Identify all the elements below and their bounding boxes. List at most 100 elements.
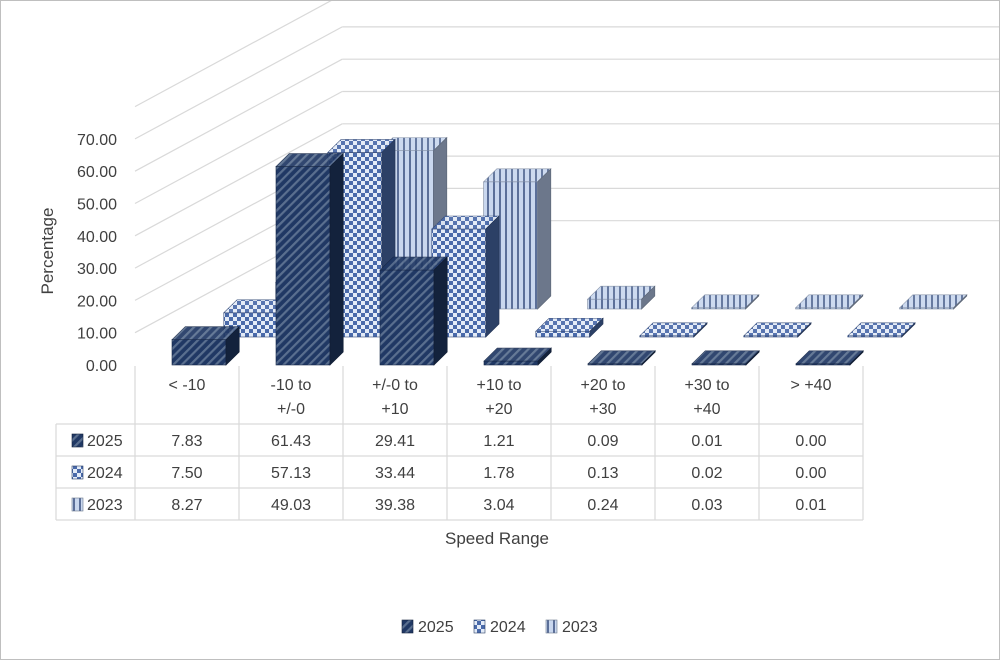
table-cell: 1.78	[483, 465, 514, 482]
bar-2024-3	[535, 317, 604, 338]
category-label: +/-0	[277, 401, 305, 418]
legend-key-2025	[401, 619, 414, 634]
y-tick-label: 20.00	[77, 293, 117, 310]
legend: 2025 2024 2023	[401, 619, 598, 636]
bar-2024-4	[639, 322, 708, 338]
series-key-2025	[71, 433, 84, 448]
bar-side	[537, 347, 552, 366]
table-cell: 0.24	[587, 497, 618, 514]
table-cell: 0.02	[691, 465, 722, 482]
series-name: 2023	[87, 497, 123, 514]
table-cell: 0.09	[587, 433, 618, 450]
bar-front	[379, 269, 435, 366]
category-label: +10 to	[477, 377, 522, 394]
bar-side	[693, 322, 708, 338]
y-axis: 0.00 10.00 20.00 30.00 40.00 50.00 60.00 70.00	[77, 132, 117, 375]
y-axis-title: Percentage	[38, 208, 57, 295]
category-label: +20	[485, 401, 512, 418]
bar-front	[275, 166, 331, 366]
bar-side	[329, 152, 344, 366]
table-cell: 49.03	[271, 497, 311, 514]
category-label: +30 to	[685, 377, 730, 394]
bar-side	[641, 350, 656, 366]
legend-key-2023	[545, 619, 558, 634]
side-gridline	[134, 90, 343, 205]
bar-front	[483, 360, 539, 366]
bar-side	[797, 322, 812, 338]
table-cell: 0.13	[587, 465, 618, 482]
category-label: < -10	[169, 377, 206, 394]
table-cell: 0.03	[691, 497, 722, 514]
table-cell: 33.44	[375, 465, 415, 482]
bar-2025-3	[483, 347, 552, 366]
category-label: +40	[693, 401, 720, 418]
bar-side	[485, 215, 500, 338]
y-tick-label: 10.00	[77, 326, 117, 343]
table-cell: 3.04	[483, 497, 514, 514]
category-label: +30	[589, 401, 616, 418]
bar-front	[587, 298, 642, 310]
table-cell: 1.21	[483, 433, 514, 450]
bar-2025-1	[275, 152, 344, 366]
bar-side	[745, 294, 760, 310]
table-cell: 0.01	[691, 433, 722, 450]
bar-series	[171, 136, 968, 366]
bar-side	[745, 350, 760, 366]
bar-front	[171, 339, 227, 366]
table-cell: 0.00	[795, 433, 826, 450]
y-tick-label: 40.00	[77, 229, 117, 246]
table-cell: 7.50	[171, 465, 202, 482]
bar-side	[849, 350, 864, 366]
bar-2025-5	[691, 350, 760, 366]
bar-side	[537, 168, 552, 310]
category-label: > +40	[791, 377, 832, 394]
data-table: < -10 -10 to +/-0 +/-0 to +10 +10 to +20 +20 to…	[55, 366, 864, 521]
category-label: -10 to	[271, 377, 312, 394]
series-name: 2024	[87, 465, 123, 482]
y-tick-label: 60.00	[77, 164, 117, 181]
legend-label-2023: 2023	[562, 619, 598, 636]
category-label: +20 to	[581, 377, 626, 394]
series-key-2024	[71, 465, 84, 480]
bar-2023-4	[690, 294, 760, 310]
bar-side	[433, 256, 448, 366]
bar-2024-5	[743, 322, 812, 338]
y-tick-label: 0.00	[86, 358, 117, 375]
table-cell: 39.38	[375, 497, 415, 514]
side-gridline	[134, 26, 343, 140]
bar-2025-0	[171, 325, 240, 366]
series-name: 2025	[87, 433, 123, 450]
y-tick-label: 30.00	[77, 261, 117, 278]
bar-2025-4	[587, 350, 656, 366]
side-gridline	[134, 1, 332, 108]
series-key-2023	[71, 497, 84, 512]
bar-2023-3	[586, 285, 656, 310]
bar-side	[641, 285, 656, 310]
legend-key-2024	[473, 619, 486, 634]
table-cell: 29.41	[375, 433, 415, 450]
side-gridline	[134, 123, 343, 237]
bar-side	[953, 294, 968, 310]
table-cell: 7.83	[171, 433, 202, 450]
table-cell: 61.43	[271, 433, 311, 450]
bar-2025-6	[795, 350, 864, 366]
bar-2023-6	[898, 294, 968, 310]
chart-walls	[134, 1, 999, 334]
table-cell: 8.27	[171, 497, 202, 514]
y-tick-label: 50.00	[77, 197, 117, 214]
category-label: +/-0 to	[372, 377, 418, 394]
bar-side	[589, 317, 604, 338]
y-tick-label: 70.00	[77, 132, 117, 149]
bar-2024-6	[847, 322, 916, 338]
bar-2023-5	[794, 294, 864, 310]
bar-side	[225, 325, 240, 366]
side-gridline	[134, 58, 343, 172]
x-axis-title: Speed Range	[445, 529, 549, 548]
table-cell: 0.01	[795, 497, 826, 514]
legend-label-2024: 2024	[490, 619, 526, 636]
bar-side	[901, 322, 916, 338]
legend-label-2025: 2025	[418, 619, 454, 636]
table-cell: 57.13	[271, 465, 311, 482]
